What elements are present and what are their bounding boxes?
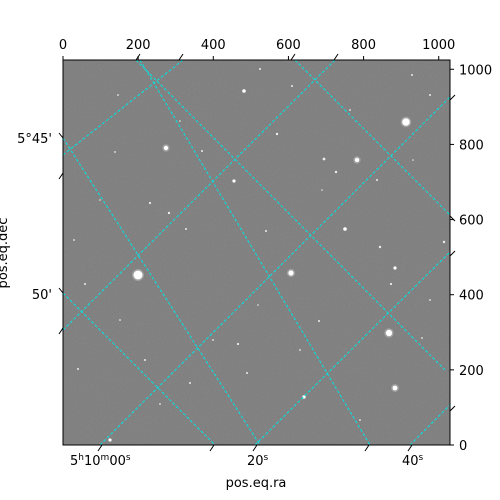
top-pixel-axis: 0 200 400 600 800 1000 [59,38,455,60]
world-coordinate-grid [63,60,450,445]
star-2 [385,329,393,337]
star-36 [73,239,75,241]
star-29 [259,68,261,70]
star-17 [167,211,171,215]
right-tick-label-0: 0 [459,439,467,454]
star-32 [411,74,413,76]
star-43 [359,419,361,421]
ra-tick-label-0: 5h10m00s [70,453,131,469]
star-19 [389,282,393,286]
right-tick-label-3: 600 [459,214,484,229]
star-14 [275,132,279,136]
star-50 [257,304,259,306]
star-halo-1 [400,116,412,128]
grid-line-1 [63,60,336,331]
top-tick-label-2: 400 [201,38,226,53]
dec-tick-label-1: 50' [32,288,52,303]
star-8 [232,179,236,183]
star-5 [354,157,360,163]
grid-line-2 [99,96,450,445]
star-26 [318,320,320,322]
dec-tick-label-0: 5°45' [17,132,52,147]
star-halo-5 [353,156,361,164]
star-44 [119,319,121,321]
star-31 [429,94,431,96]
grid-line-7 [294,60,450,216]
star-18 [148,201,152,205]
top-tick-label-3: 600 [276,38,301,53]
star-halo-3 [286,268,296,278]
grid-line-0 [63,60,184,156]
star-40 [114,151,116,153]
ra-tick-label-2: 40s [402,453,424,469]
star-27 [376,179,378,181]
star-10 [393,266,397,270]
y-axis-label: pos.eq.dec [0,218,11,289]
grid-line-4 [409,404,450,445]
star-20 [236,342,240,346]
star-13 [334,170,338,174]
star-38 [421,337,423,339]
star-42 [159,403,161,405]
star-halo-6 [162,144,170,152]
top-tick-label-5: 1000 [422,38,455,53]
star-45 [299,349,301,351]
star-field [73,68,446,442]
right-pixel-axis: 0 200 400 600 800 1000 [450,63,492,454]
star-3 [288,270,294,276]
star-9 [343,227,347,231]
top-tick-label-0: 0 [59,38,67,53]
star-7 [242,89,246,93]
grid-line-3 [254,251,450,445]
top-tick-label-1: 200 [126,38,151,53]
right-tick-label-1: 200 [459,364,484,379]
star-16 [442,240,446,244]
x-axis-label: pos.eq.ra [226,476,287,491]
star-halo-2 [384,328,394,338]
sky-background [63,60,450,445]
star-6 [163,145,169,151]
star-47 [99,199,101,201]
ra-tick-label-1: 20s [247,453,269,469]
star-33 [185,228,187,230]
star-1 [402,118,410,126]
star-34 [84,283,86,285]
star-4 [392,385,398,391]
star-35 [265,230,267,232]
star-24 [77,368,79,370]
star-30 [291,85,293,87]
star-0 [133,270,143,280]
star-22 [189,382,191,384]
star-11 [322,157,326,161]
star-28 [201,150,203,152]
star-halo-4 [391,384,399,392]
star-23 [144,359,146,361]
star-37 [117,94,119,96]
star-41 [212,339,214,341]
star-39 [349,109,351,111]
star-15 [378,245,382,249]
top-tick-label-4: 800 [351,38,376,53]
right-tick-label-4: 800 [459,138,484,153]
grid-line-5 [63,137,261,445]
star-48 [321,189,323,191]
world-tick-marks [58,53,456,452]
star-51 [412,159,414,161]
grid-line-8 [63,292,216,445]
right-tick-label-5: 1000 [459,63,492,78]
sky-image [63,60,450,445]
star-49 [179,120,181,122]
star-25 [108,438,112,442]
grid-line-9 [135,60,446,371]
star-46 [429,299,431,301]
star-halo-0 [132,269,144,281]
star-21 [246,372,248,374]
right-tick-label-2: 400 [459,289,484,304]
